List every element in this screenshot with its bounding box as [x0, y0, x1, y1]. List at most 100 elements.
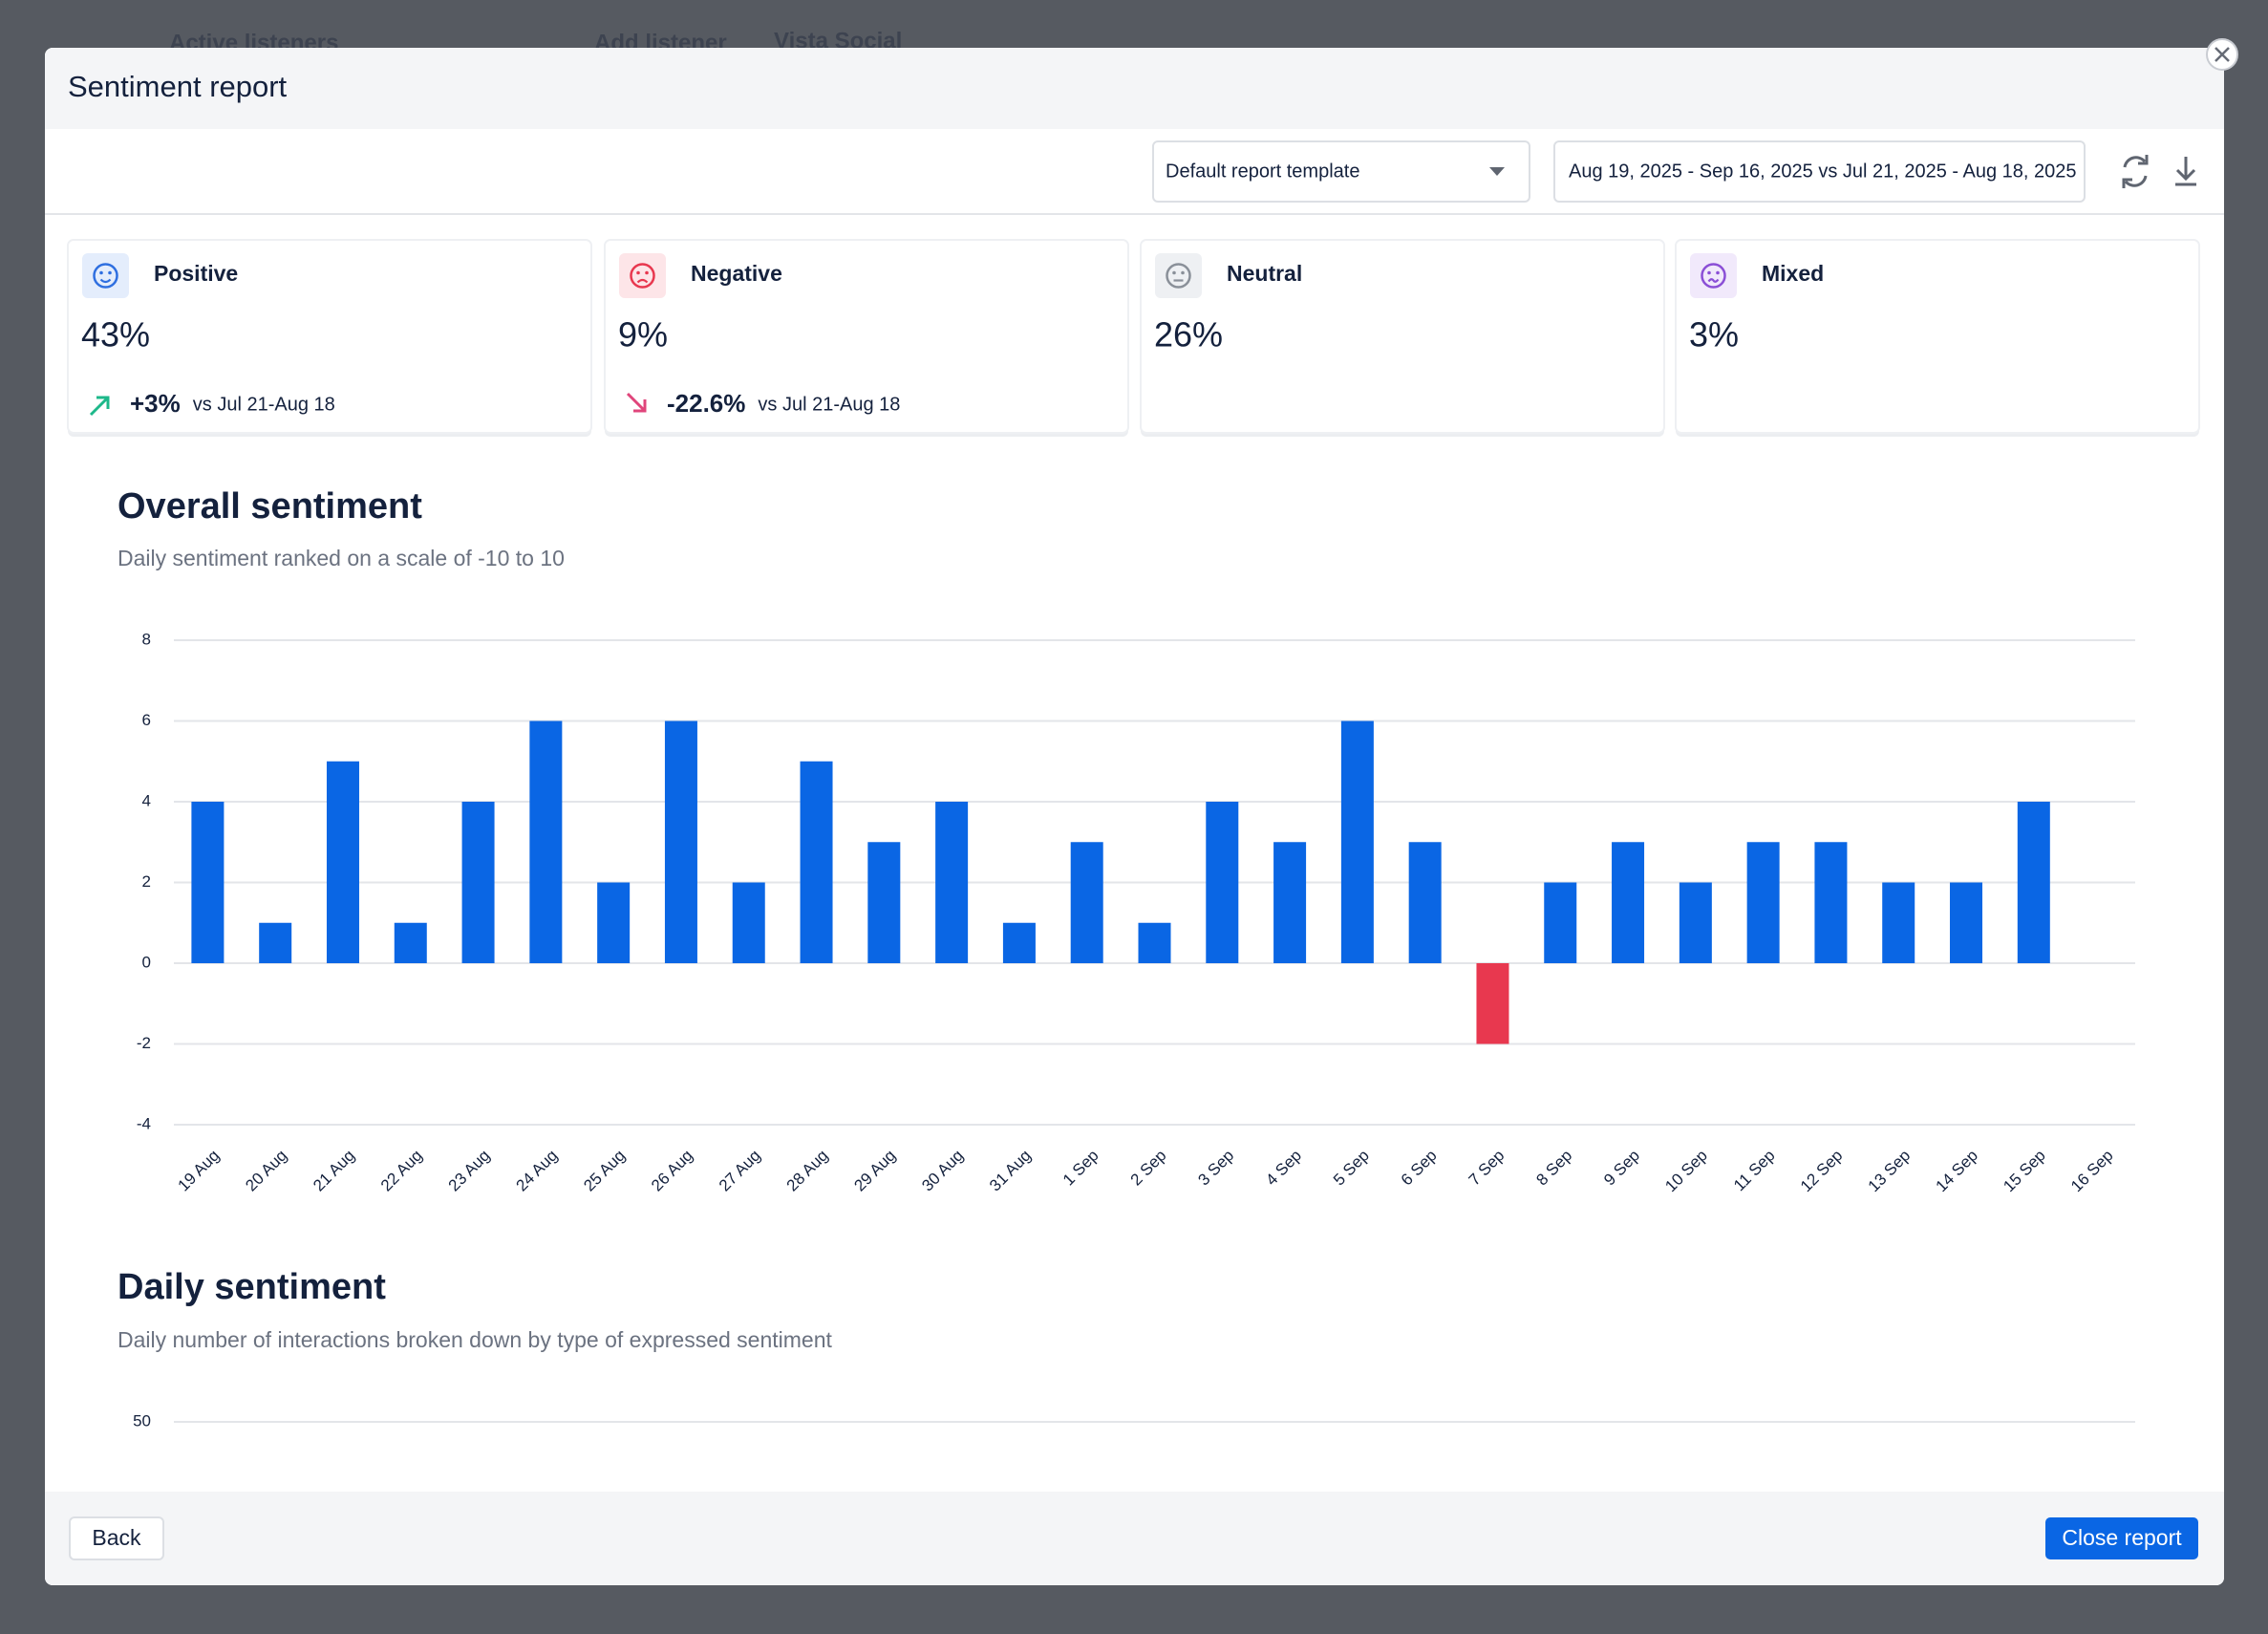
card-change: +3% [130, 389, 181, 418]
y-tick-label: 50 [133, 1411, 151, 1430]
sentiment-card: Negative 9% -22.6% vs Jul 21-Aug 18 [604, 239, 1129, 437]
bar [732, 882, 765, 963]
bar [800, 761, 833, 963]
bar [597, 882, 631, 963]
bar [259, 922, 292, 963]
bar [1476, 963, 1509, 1044]
bar [394, 922, 427, 963]
bar [1612, 842, 1645, 963]
bar [191, 802, 225, 963]
background-app: Active listeners Add listener Vista Soci… [169, 28, 902, 55]
bar [1408, 842, 1442, 963]
y-tick-label: 2 [142, 872, 151, 891]
card-comparison: vs Jul 21-Aug 18 [193, 394, 335, 415]
y-tick-label: -4 [137, 1114, 151, 1132]
card-value: 9% [618, 315, 668, 355]
refresh-button[interactable] [2122, 155, 2149, 188]
y-tick-label: 0 [142, 953, 151, 971]
card-value: 43% [81, 315, 150, 355]
card-label: Mixed [1762, 261, 1824, 286]
card-icon-bg [82, 253, 129, 298]
card-comparison: vs Jul 21-Aug 18 [758, 394, 900, 415]
card [67, 239, 592, 434]
card-icon [636, 278, 649, 284]
back-label: Back [92, 1525, 141, 1550]
bar [1070, 842, 1103, 963]
sentiment-card: Positive 43% +3% vs Jul 21-Aug 18 [67, 239, 592, 437]
bar [1340, 720, 1374, 963]
bar [2017, 802, 2050, 963]
card-value: 3% [1689, 315, 1739, 355]
card [604, 239, 1129, 434]
card-icon [630, 263, 655, 289]
card-icon [1716, 270, 1720, 275]
chart-title: Daily sentiment [118, 1267, 386, 1307]
card-icon [1707, 278, 1720, 283]
y-tick-label: 4 [142, 791, 151, 809]
chart-subtitle: Daily sentiment ranked on a scale of -10… [118, 546, 565, 570]
card-change: -22.6% [667, 389, 745, 418]
modal-footer [45, 1492, 2224, 1585]
card-icon [93, 263, 118, 289]
card-icon [645, 270, 649, 275]
card-icon [1181, 270, 1185, 275]
bar [529, 720, 563, 963]
close-icon[interactable] [2206, 38, 2238, 71]
trend-arrow [89, 396, 110, 417]
bar [664, 720, 697, 963]
card-label: Positive [154, 261, 238, 286]
bar [1138, 922, 1171, 963]
bar [1814, 842, 1848, 963]
y-tick-label: 6 [142, 711, 151, 729]
bar [1206, 802, 1239, 963]
bar [935, 802, 969, 963]
card-icon [1166, 263, 1191, 289]
close-report-button[interactable]: Close report [2045, 1517, 2198, 1559]
chart: Daily sentiment Daily number of interacti… [118, 1267, 2135, 1430]
charts: Overall sentiment Daily sentiment ranked … [118, 486, 2135, 1430]
close-report-label: Close report [2062, 1525, 2182, 1550]
card-value: 26% [1154, 315, 1223, 355]
bar [1273, 842, 1307, 963]
bar [867, 842, 901, 963]
bar [1882, 882, 1915, 963]
modal-title: Sentiment report [68, 70, 288, 103]
download-button[interactable] [2175, 157, 2196, 186]
bar [461, 802, 495, 963]
card-label: Neutral [1227, 261, 1302, 286]
bar [1002, 922, 1036, 963]
template-dropdown[interactable]: Default report template [1152, 140, 1530, 203]
card-icon [1172, 270, 1176, 275]
card-label: Negative [691, 261, 782, 286]
chart-subtitle: Daily number of interactions broken down… [118, 1327, 833, 1352]
card [1675, 239, 2200, 434]
bar [326, 761, 359, 963]
card-icon [636, 270, 640, 275]
chart-title: Overall sentiment [118, 486, 422, 527]
summary-cards: Positive 43% +3% vs Jul 21-Aug 18 Negative 9%… [67, 239, 2200, 437]
bar [1679, 882, 1712, 963]
date-range-picker[interactable]: Aug 19, 2025 - Sep 16, 2025 vs Jul 21, 2… [1553, 140, 2086, 203]
y-tick-label: 8 [142, 630, 151, 648]
card-icon [99, 278, 112, 284]
bar [1544, 882, 1577, 963]
bar [1746, 842, 1780, 963]
card-icon [1701, 263, 1726, 289]
card-icon [1707, 270, 1711, 275]
card-icon-bg [1690, 253, 1737, 298]
card-icon-bg [1155, 253, 1202, 298]
sentiment-card: Neutral 26% [1140, 239, 1665, 437]
template-label: Default report template [1166, 161, 1359, 182]
card-icon [108, 270, 112, 275]
sentiment-card: Mixed 3% [1675, 239, 2200, 437]
card-icon [99, 270, 103, 275]
trend-arrow [626, 392, 647, 413]
bar [1950, 882, 1983, 963]
card-icon-bg [619, 253, 666, 298]
card [1140, 239, 1665, 434]
back-button[interactable]: Back [69, 1516, 164, 1560]
date-range-label: Aug 19, 2025 - Sep 16, 2025 vs Jul 21, 2… [1569, 161, 2077, 182]
y-tick-label: -2 [137, 1034, 151, 1052]
modal-header [45, 48, 2224, 129]
